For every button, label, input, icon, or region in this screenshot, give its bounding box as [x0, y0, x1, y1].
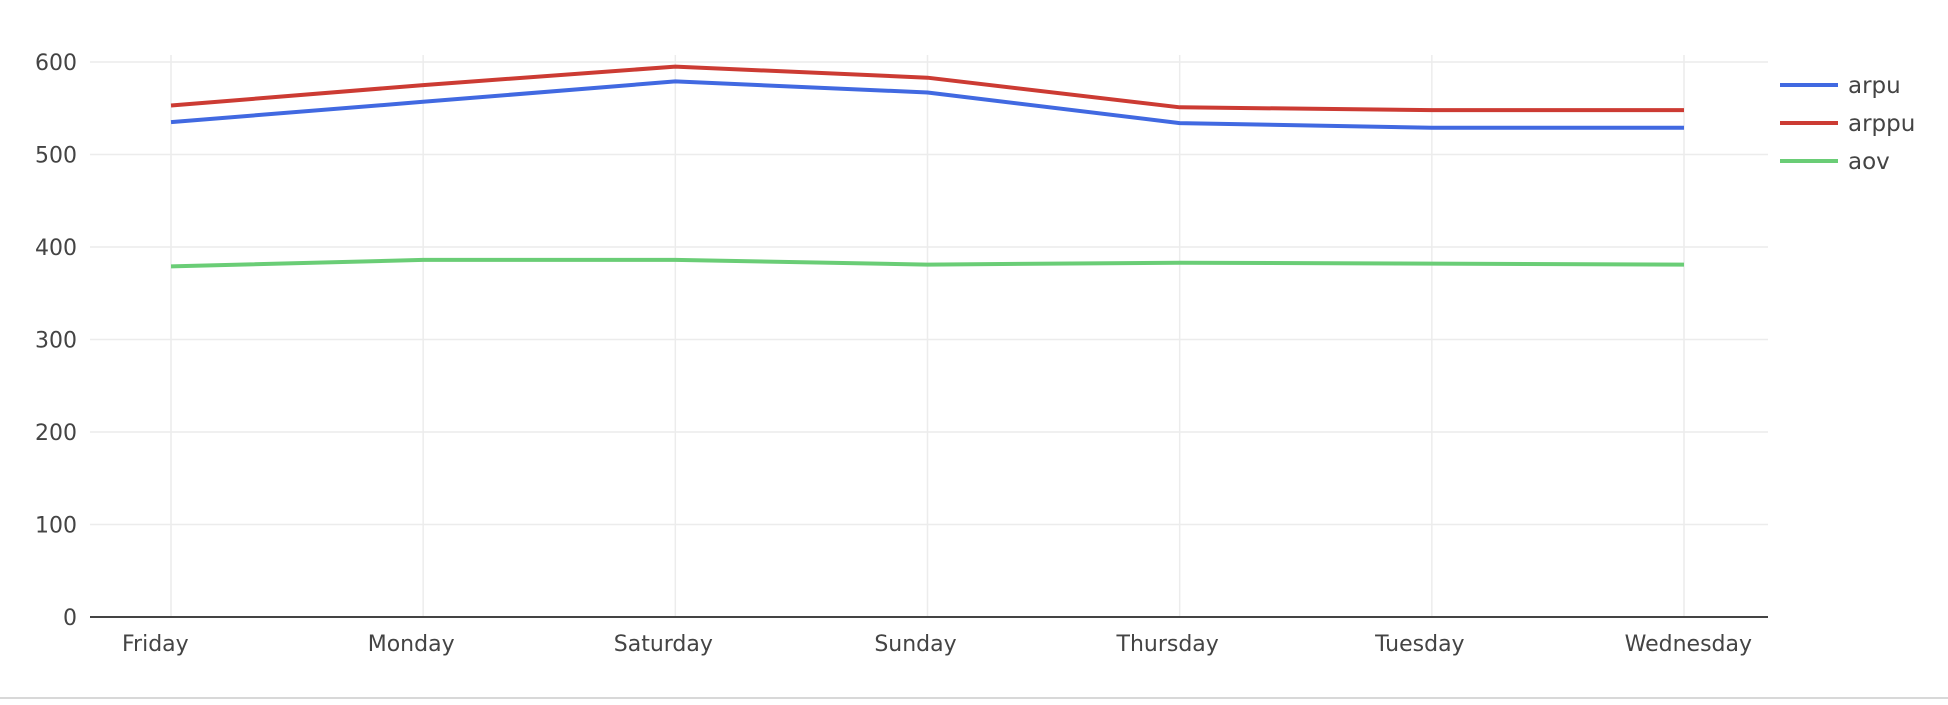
series-lines [170, 64, 1685, 269]
x-tick-label: Saturday [614, 632, 713, 657]
series-line-arppu [170, 64, 1684, 113]
legend[interactable]: arpu arppu aov [1780, 73, 1915, 175]
series-line-arpu [170, 79, 1684, 130]
y-tick-label: 100 [35, 514, 77, 539]
bottom-divider [0, 697, 1948, 699]
x-tick-label: Wednesday [1625, 632, 1752, 657]
y-tick-label: 600 [35, 51, 77, 76]
legend-item-aov[interactable]: aov [1780, 149, 1890, 175]
legend-label: arpu [1848, 73, 1901, 99]
y-tick-label: 200 [35, 421, 77, 446]
axes: 0 100 200 300 400 500 600 Friday Monday Saturday S… [35, 51, 1768, 657]
legend-item-arppu[interactable]: arppu [1780, 111, 1915, 137]
legend-item-arpu[interactable]: arpu [1780, 73, 1901, 99]
x-tick-label: Tuesday [1374, 632, 1465, 657]
y-tick-label: 0 [63, 606, 77, 631]
x-tick-label: Monday [368, 632, 455, 657]
y-tick-label: 400 [35, 236, 77, 261]
x-tick-label: Sunday [874, 632, 956, 657]
legend-label: arppu [1848, 111, 1915, 137]
series-line-aov [170, 257, 1685, 269]
x-tick-label: Friday [122, 632, 189, 657]
grid [90, 55, 1768, 617]
y-tick-label: 500 [35, 144, 77, 169]
y-tick-label: 300 [35, 329, 77, 354]
legend-label: aov [1848, 149, 1890, 175]
x-tick-label: Thursday [1116, 632, 1219, 657]
